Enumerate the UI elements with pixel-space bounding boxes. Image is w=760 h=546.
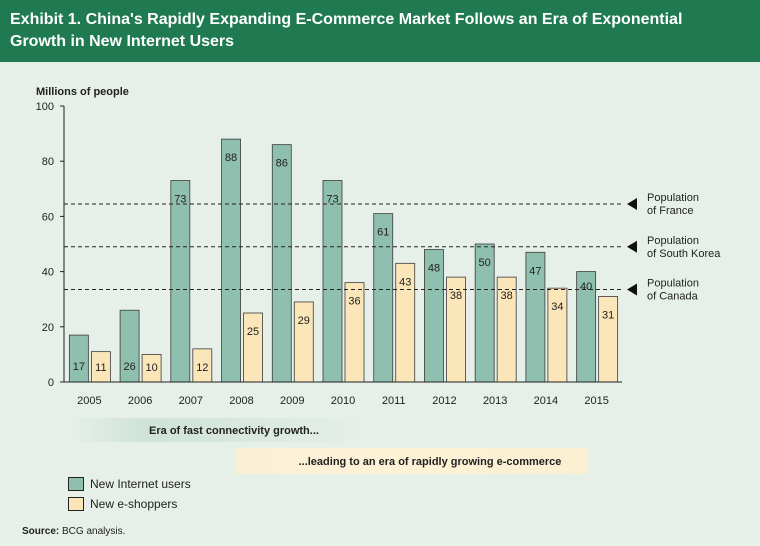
reference-arrow-icon [627,197,637,210]
e-shoppers-bar [293,301,314,383]
internet-users-value-label: 86 [276,158,288,170]
y-axis-label: Millions of people [36,86,129,98]
y-tick-label: 60 [42,211,54,223]
reference-label: Population [647,278,699,290]
internet-users-bar [221,138,241,383]
internet-users-value-label: 26 [123,361,135,373]
reference-arrow-icon [627,240,637,253]
x-tick-label: 2009 [280,395,304,407]
e-shoppers-value-label: 29 [298,315,310,327]
y-tick-label: 0 [48,377,54,389]
x-tick-label: 2010 [331,395,355,407]
era-label-connectivity: Era of fast connectivity growth... [149,425,319,437]
x-tick-label: 2014 [534,395,558,407]
source-note: Source: BCG analysis. [22,526,125,537]
internet-users-bar [271,144,292,383]
internet-users-value-label: 88 [225,152,237,164]
era-label-ecommerce: ...leading to an era of rapidly growing … [299,456,562,468]
reference-label: of Canada [647,291,699,303]
reference-arrow-icon [627,283,637,296]
y-tick-label: 100 [36,101,54,113]
y-tick-label: 80 [42,156,54,168]
e-shoppers-value-label: 38 [501,290,513,302]
exhibit-header: Exhibit 1. China's Rapidly Expanding E-C… [0,0,760,62]
internet-users-bar [68,334,89,383]
x-tick-label: 2007 [179,395,203,407]
legend-swatch-internet-users [68,477,84,491]
internet-users-value-label: 73 [326,194,338,206]
source-text: BCG analysis. [62,526,126,537]
e-shoppers-value-label: 36 [348,296,360,308]
x-tick-label: 2013 [483,395,507,407]
legend-swatch-e-shoppers [68,497,84,511]
internet-users-value-label: 17 [73,361,85,373]
internet-users-value-label: 48 [428,263,440,275]
x-tick-label: 2008 [229,395,253,407]
legend-label: New Internet users [90,477,191,491]
internet-users-value-label: 61 [377,227,389,239]
x-tick-label: 2006 [128,395,152,407]
e-shoppers-value-label: 31 [602,309,614,321]
internet-users-value-label: 50 [479,257,491,269]
e-shoppers-value-label: 12 [196,362,208,374]
e-shoppers-value-label: 34 [551,301,563,313]
plot-area: Millions of people 0 20 40 60 80 100 17 11 2005 26… [36,86,721,474]
internet-users-value-label: 73 [174,194,186,206]
reference-label: of France [647,205,693,217]
y-tick-label: 20 [42,322,54,334]
era-band-connectivity [70,418,370,442]
legend-label: New e-shoppers [90,497,178,511]
internet-users-bar [322,180,343,383]
x-tick-label: 2015 [584,395,608,407]
x-tick-label: 2011 [382,395,406,407]
internet-users-bar [373,213,394,383]
bar-chart: Millions of people 0 20 40 60 80 100 17 11 2005 26… [36,86,721,474]
reference-label: Population [647,235,699,247]
internet-users-bar [170,180,191,383]
reference-label: of South Korea [647,248,721,260]
e-shoppers-value-label: 25 [247,326,259,338]
internet-users-value-label: 47 [529,265,541,277]
e-shoppers-value-label: 11 [95,362,106,374]
exhibit-title: Exhibit 1. China's Rapidly Expanding E-C… [10,11,683,50]
x-tick-label: 2005 [77,395,101,407]
e-shoppers-value-label: 10 [145,362,157,374]
era-band-ecommerce [236,448,588,474]
e-shoppers-value-label: 38 [450,290,462,302]
e-shoppers-bar [243,312,263,383]
internet-users-value-label: 40 [580,281,592,293]
source-label: Source: [22,526,60,537]
x-tick-label: 2012 [432,395,456,407]
reference-label: Population [647,192,699,204]
y-tick-label: 40 [42,267,54,279]
e-shoppers-value-label: 43 [399,276,411,288]
